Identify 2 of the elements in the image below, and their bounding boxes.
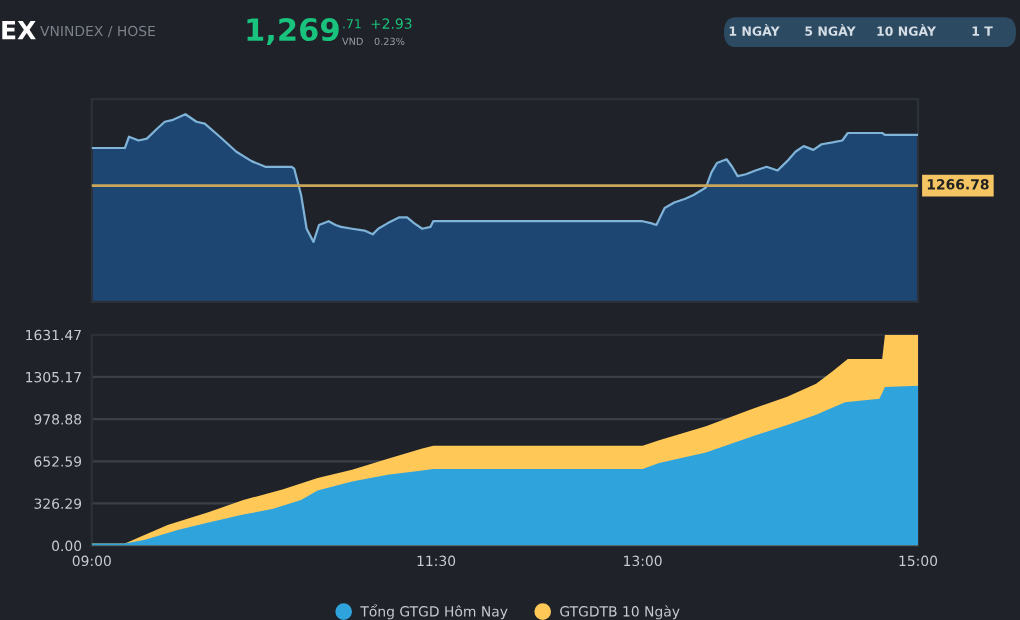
text: EX — [2, 20, 36, 40]
text: 1,269 — [247, 17, 339, 46]
